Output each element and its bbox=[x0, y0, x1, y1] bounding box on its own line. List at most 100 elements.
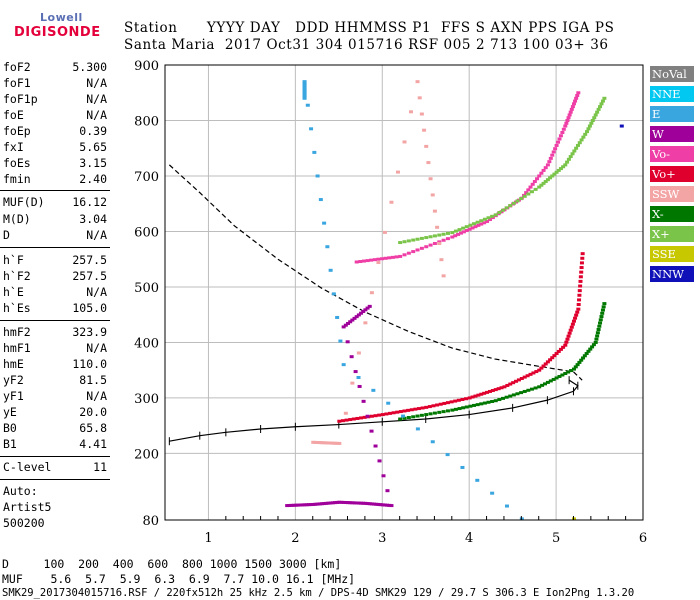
echo-point-Vo- bbox=[432, 241, 437, 245]
separator bbox=[0, 479, 110, 480]
echo-point-X- bbox=[543, 382, 548, 386]
legend-item-sse: SSE bbox=[650, 246, 694, 262]
echo-point-Vo- bbox=[470, 226, 475, 230]
echo-point-Vo+ bbox=[548, 358, 553, 362]
echo-point-E bbox=[386, 401, 391, 405]
echo-point-Vo+ bbox=[556, 349, 561, 353]
echo-point-W bbox=[382, 503, 387, 507]
echo-point-X+ bbox=[593, 113, 598, 117]
echo-point-X+ bbox=[529, 190, 534, 194]
echo-point-Vo+ bbox=[493, 388, 498, 392]
echo-point-X- bbox=[579, 358, 584, 362]
echo-point-X- bbox=[537, 385, 542, 389]
echo-point-X+ bbox=[475, 220, 480, 224]
param-value: 81.5 bbox=[79, 373, 107, 387]
echo-point-Vo+ bbox=[566, 334, 571, 338]
echo-point-X- bbox=[497, 398, 502, 402]
echo-point-Vo- bbox=[573, 99, 578, 103]
echo-point-SSW bbox=[328, 441, 333, 445]
param-row: foF1 N/A bbox=[3, 76, 107, 91]
echo-point-Vo- bbox=[569, 107, 574, 111]
param-row: foE N/A bbox=[3, 108, 107, 123]
echo-point-Vo- bbox=[558, 134, 563, 138]
echo-point-Vo+ bbox=[453, 399, 458, 403]
echo-point-Vo- bbox=[394, 255, 399, 259]
header-labels: Station YYYY DAY DDD HHMMSS P1 FFS S AXN… bbox=[124, 20, 615, 36]
echo-point-Vo- bbox=[482, 221, 487, 225]
echo-point-W bbox=[361, 399, 366, 403]
echo-point-Vo+ bbox=[578, 284, 583, 288]
echo-point-W bbox=[350, 318, 355, 322]
echo-point-X- bbox=[554, 376, 559, 380]
echo-point-NNW bbox=[619, 124, 624, 128]
echo-point-X- bbox=[479, 402, 484, 406]
x-tick-label: 6 bbox=[639, 531, 647, 546]
echo-point-Vo- bbox=[476, 223, 481, 227]
echo-point-Vo+ bbox=[508, 382, 513, 386]
echo-point-X- bbox=[519, 391, 524, 395]
echo-point-X- bbox=[511, 393, 516, 397]
echo-point-X+ bbox=[586, 127, 591, 131]
echo-point-X+ bbox=[556, 168, 561, 172]
param-value: N/A bbox=[86, 341, 107, 355]
echo-point-Vo+ bbox=[482, 391, 487, 395]
echo-point-W bbox=[356, 313, 361, 317]
echo-point-X- bbox=[508, 394, 513, 398]
echo-point-X+ bbox=[596, 107, 601, 111]
echo-point-E bbox=[490, 491, 495, 495]
echo-point-E bbox=[312, 150, 317, 154]
echo-point-SSW bbox=[437, 241, 442, 245]
echo-point-SSW bbox=[430, 193, 435, 197]
legend-item-x-: X+ bbox=[650, 226, 694, 242]
param-value: N/A bbox=[86, 92, 107, 106]
muf-line: MUF 5.6 5.7 5.9 6.3 6.9 7.7 10.0 16.1 [M… bbox=[2, 572, 356, 586]
echo-point-W bbox=[389, 504, 394, 508]
param-row: B1 4.41 bbox=[3, 437, 107, 452]
echo-point-X- bbox=[437, 410, 442, 414]
profile-line bbox=[169, 379, 579, 442]
echo-point-X+ bbox=[537, 185, 542, 189]
echo-point-Vo- bbox=[402, 253, 407, 257]
echo-point-W bbox=[300, 503, 305, 507]
legend-item-x-: X- bbox=[650, 206, 694, 222]
echo-point-SSW bbox=[426, 161, 431, 165]
y-tick-label: 80 bbox=[142, 514, 159, 529]
echo-point-Vo- bbox=[464, 229, 469, 233]
legend-item-vo-: Vo+ bbox=[650, 166, 694, 182]
param-row: foEs 3.15 bbox=[3, 156, 107, 171]
echo-point-X+ bbox=[570, 152, 575, 156]
echo-point-Vo+ bbox=[573, 316, 578, 320]
logo-digisonde: DIGISONDE bbox=[14, 25, 101, 40]
echo-point-Vo+ bbox=[511, 381, 516, 385]
echo-point-X+ bbox=[577, 141, 582, 145]
echo-point-X- bbox=[464, 405, 469, 409]
echo-point-Vo+ bbox=[464, 397, 469, 401]
echo-point-Vo- bbox=[551, 150, 556, 154]
echo-point-W bbox=[387, 503, 392, 507]
echo-point-Vo- bbox=[387, 256, 392, 260]
echo-point-Vo- bbox=[487, 218, 492, 222]
echo-point-X+ bbox=[552, 172, 557, 176]
echo-point-X+ bbox=[595, 110, 600, 114]
echo-point-W bbox=[291, 503, 296, 507]
echo-point-SSW bbox=[389, 200, 394, 204]
echo-point-Vo- bbox=[445, 237, 450, 241]
echo-point-W bbox=[335, 500, 340, 504]
echo-point-Vo- bbox=[354, 260, 359, 264]
echo-point-W bbox=[349, 355, 354, 359]
echo-point-W bbox=[343, 323, 348, 327]
param-row: h`Es 105.0 bbox=[3, 301, 107, 316]
echo-point-Vo+ bbox=[388, 411, 393, 415]
echo-point-X- bbox=[584, 352, 589, 356]
echo-point-X- bbox=[475, 403, 480, 407]
axis-ticks: 1 2 3 4 5 6 80 200 300 400 500 600 700 800 900 bbox=[134, 59, 647, 546]
echo-point-Vo+ bbox=[473, 394, 478, 398]
echo-point-X+ bbox=[511, 201, 516, 205]
param-value: 110.0 bbox=[72, 357, 107, 371]
param-value: 2.40 bbox=[79, 172, 107, 186]
echo-point-Vo+ bbox=[373, 414, 378, 418]
param-key: hmF2 bbox=[3, 325, 31, 339]
echo-point-E bbox=[356, 375, 361, 379]
param-row: foF2 5.300 bbox=[3, 60, 107, 75]
echo-point-SSW bbox=[337, 441, 342, 445]
